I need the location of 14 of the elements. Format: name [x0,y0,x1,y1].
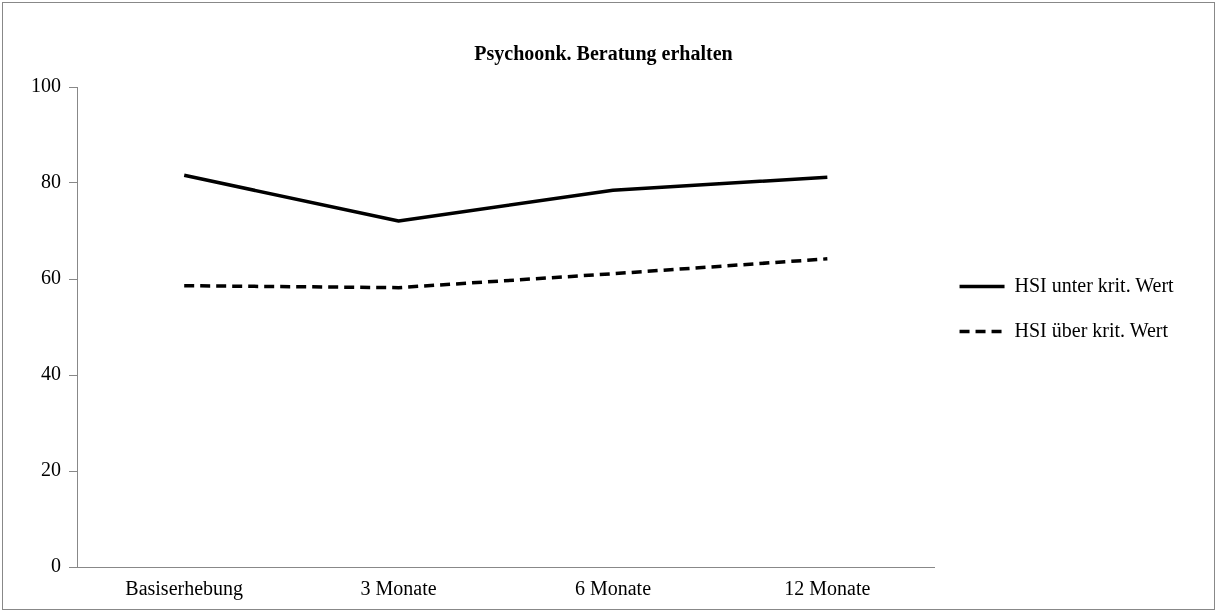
y-tick-label: 60 [41,266,61,289]
x-tick-label: 6 Monate [574,577,652,600]
y-tick-label: 80 [41,170,61,193]
y-tick-label: 0 [51,554,61,577]
legend-label: HSI unter krit. Wert [1014,273,1175,296]
y-tick-label: 40 [41,362,61,385]
x-tick-label: 12 Monate [784,577,871,600]
x-tick-label: Basiserhebung [125,577,244,601]
y-tick-label: 20 [41,458,61,481]
chart-title: Psychoonk. Beratung erhalten [474,42,733,66]
line-series [182,257,830,290]
y-tick-label: 100 [31,74,61,97]
legend-label: HSI über krit. Wert [1014,318,1169,341]
x-tick-label: 3 Monate [360,577,437,600]
